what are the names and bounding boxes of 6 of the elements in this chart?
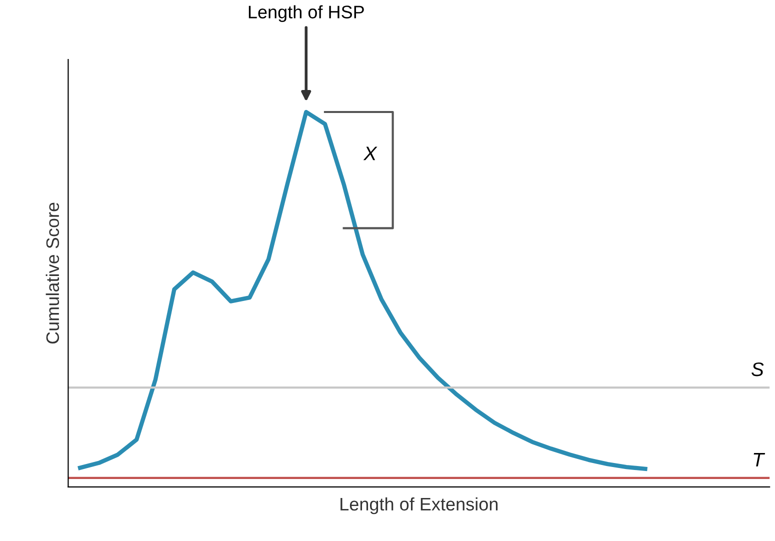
x-axis-title: Length of Extension	[340, 497, 498, 514]
annotation: X	[363, 146, 378, 160]
text: Length of HSP	[248, 5, 364, 22]
ref-line-label: S	[752, 362, 764, 376]
ref-line-label: T	[754, 452, 766, 466]
y-axis-title: Cumulative Score	[46, 202, 60, 344]
